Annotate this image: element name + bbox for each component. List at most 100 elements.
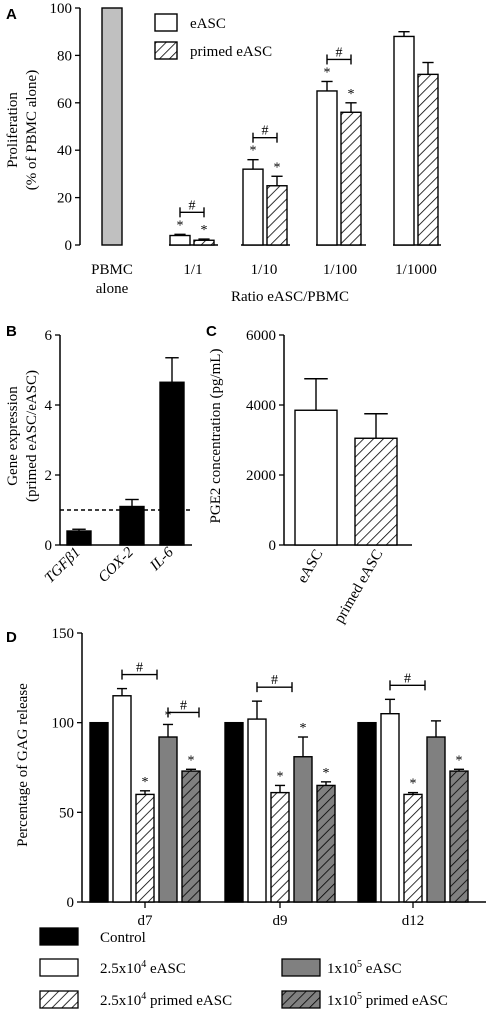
panel-d-xtick-label: d9	[273, 913, 288, 929]
panel-a-xtick-pbmc-line1: PBMC	[91, 262, 133, 278]
panel-a-ytick-label: 20	[57, 191, 72, 207]
panel-a-xtick-1-10: 1/10	[251, 262, 278, 278]
panel-letter-a: A	[6, 6, 17, 23]
panel-d-legend-swatch	[39, 990, 79, 1009]
panel-a-hash-bracket-symbol: #	[262, 124, 269, 139]
panel-b-bar	[159, 381, 185, 546]
panel-letter-d: D	[6, 629, 17, 646]
panel-a-bar-easc	[242, 168, 264, 246]
legend-label-easc: eASC	[190, 16, 226, 32]
panel-b-bar	[119, 505, 145, 546]
panel-d-bar	[380, 713, 400, 903]
panel-a-ylabel-line1: Proliferation	[5, 92, 21, 168]
panel-a-xtick-1-1: 1/1	[183, 262, 202, 278]
panel-d-bar	[112, 695, 132, 903]
panel-a-ytick-label: 60	[57, 96, 72, 112]
panel-d-ytick-label: 150	[52, 626, 75, 642]
panel-d-bar	[293, 756, 313, 903]
panel-d-chart: Percentage of GAG release 0 50 100 150 * * * #…	[15, 626, 486, 1009]
panel-d-bar	[158, 736, 178, 903]
legend-swatch-primed-easc	[154, 41, 178, 60]
panel-c-chart: PGE2 concentration (pg/mL) 0 2000 4000 6000…	[208, 328, 412, 626]
panel-c-xtick-label: eASC	[295, 547, 327, 586]
panel-d-hash-bracket-symbol: #	[271, 673, 278, 688]
panel-d-legend-swatch	[281, 958, 321, 977]
panel-d-legend-label: 2.5x104 eASC	[100, 959, 186, 977]
panel-d-star: *	[142, 775, 149, 790]
panel-c-ylabel: PGE2 concentration (pg/mL)	[208, 349, 224, 524]
panel-d-legend-label: 2.5x104 primed eASC	[100, 991, 232, 1009]
panel-c-ytick-label: 2000	[246, 468, 276, 484]
panel-d-ytick-label: 50	[59, 805, 74, 821]
panel-a-xtick-1-1000: 1/1000	[395, 262, 437, 278]
panel-d-ytick-label: 0	[67, 895, 75, 911]
panel-c-ytick-label: 4000	[246, 398, 276, 414]
panel-b-ylabel-line2: (primed eASC/eASC)	[24, 370, 40, 502]
panel-d-legend-label: 1x105 primed eASC	[327, 991, 448, 1009]
panel-b-bar	[66, 530, 92, 546]
panel-d-star: *	[300, 721, 307, 736]
panel-d-legend-swatch	[39, 958, 79, 977]
panel-c-xtick-label: primed eASC	[332, 547, 387, 626]
panel-d-bar	[426, 736, 446, 903]
panel-d-bar	[316, 784, 336, 903]
panel-a-star-easc: *	[324, 65, 331, 80]
panel-d-legend-label: Control	[100, 930, 146, 946]
panel-letter-b: B	[6, 323, 17, 340]
panel-a-bar-primed-easc	[340, 111, 362, 246]
panel-d-star: *	[277, 769, 284, 784]
panel-d-ytick-label: 100	[52, 716, 75, 732]
panel-a-star-primed-easc: *	[201, 223, 208, 238]
panel-a-hash-bracket-symbol: #	[189, 198, 196, 213]
panel-d-bar	[357, 721, 377, 903]
panel-a-xtick-1-100: 1/100	[323, 262, 357, 278]
panel-a-bar-easc	[169, 234, 191, 246]
panel-letter-c: C	[206, 323, 217, 340]
panel-a-star-primed-easc: *	[348, 87, 355, 102]
panel-d-star: *	[188, 753, 195, 768]
legend-label-primed-easc: primed eASC	[190, 44, 272, 60]
panel-d-bar	[403, 793, 423, 903]
panel-d-xtick-label: d7	[138, 913, 154, 929]
panel-a-ytick-label: 40	[57, 143, 72, 159]
panel-a-bar-primed-easc	[193, 239, 215, 246]
panel-a-xlabel: Ratio eASC/PBMC	[231, 289, 349, 305]
panel-a-bar-primed-easc	[417, 73, 439, 246]
panel-d-legend-swatch	[39, 927, 79, 946]
panel-a-bar-primed-easc	[266, 185, 288, 246]
panel-a-ytick-label: 100	[50, 1, 73, 17]
panel-d-xtick-label: d12	[402, 913, 425, 929]
panel-d-star: *	[410, 777, 417, 792]
panel-d-legend-swatch	[281, 990, 321, 1009]
panel-d-bar	[181, 770, 201, 903]
panel-b-ytick-label: 2	[45, 468, 53, 484]
panel-b-ylabel-line1: Gene expression	[5, 386, 21, 486]
panel-b-ytick-label: 6	[45, 328, 53, 344]
panel-a-bar-pbmc-alone	[101, 7, 123, 246]
panel-a-chart: Proliferation (% of PBMC alone) Ratio eA…	[5, 1, 441, 305]
panel-a-star-primed-easc: *	[274, 160, 281, 175]
panel-d-star: *	[456, 753, 463, 768]
panel-a-star-easc: *	[250, 144, 257, 159]
panel-d-bar	[247, 718, 267, 903]
panel-d-star: *	[323, 766, 330, 781]
panel-d-bar	[449, 770, 469, 903]
panel-a-bar-easc	[316, 90, 338, 246]
panel-d-bar	[89, 721, 109, 903]
panel-b-xtick-label: COX-2	[95, 544, 137, 586]
panel-a-xtick-pbmc-line2: alone	[96, 281, 129, 297]
panel-a-star-easc: *	[177, 218, 184, 233]
panel-d-bar	[135, 793, 155, 903]
panel-d-hash-bracket-symbol: #	[136, 661, 143, 676]
legend-swatch-easc	[154, 13, 178, 32]
panel-d-bar	[224, 721, 244, 903]
panel-b-xtick-label: IL-6	[147, 544, 178, 575]
panel-d-legend-label: 1x105 eASC	[327, 959, 402, 977]
panel-b-ytick-label: 4	[45, 398, 53, 414]
panel-d-hash-bracket-2-symbol: #	[180, 698, 187, 713]
panel-a-ytick-label: 0	[65, 238, 73, 254]
panel-d-hash-bracket-symbol: #	[404, 671, 411, 686]
panel-c-ytick-label: 6000	[246, 328, 276, 344]
panel-d-bar	[270, 791, 290, 903]
